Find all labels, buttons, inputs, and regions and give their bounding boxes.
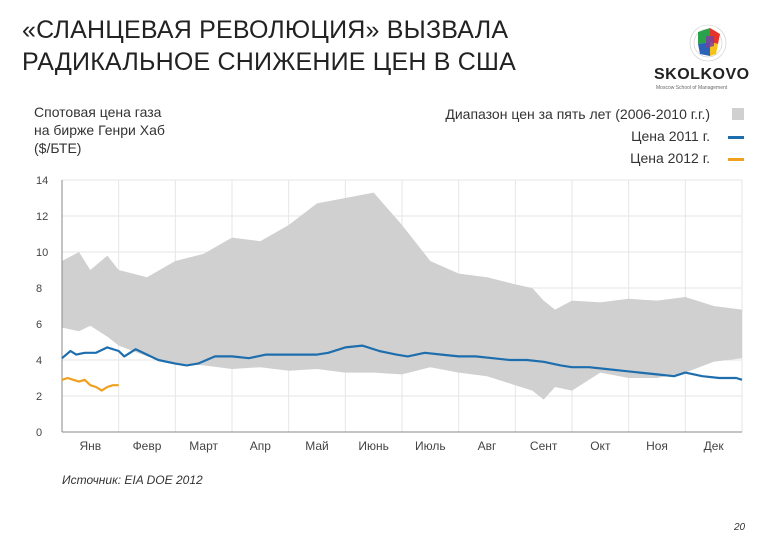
y-tick-label: 0 bbox=[36, 427, 42, 439]
x-tick-label: Авг bbox=[478, 439, 497, 453]
x-tick-label: Июль bbox=[415, 439, 446, 453]
logo-text: SKOLKOVO bbox=[654, 66, 750, 83]
chart-title-line-1: Спотовая цена газа bbox=[34, 104, 162, 120]
y-tick-label: 6 bbox=[36, 319, 42, 331]
series-range-band bbox=[62, 192, 742, 400]
legend-item-2012: Цена 2012 г. bbox=[410, 148, 750, 170]
chart-title-line-2: на бирже Генри Хаб bbox=[34, 122, 165, 138]
chart-title: Спотовая цена газа на бирже Генри Хаб ($… bbox=[34, 103, 234, 157]
y-tick-label: 10 bbox=[36, 247, 48, 259]
legend-label-range: Диапазон цен за пять лет (2006-2010 г.г.… bbox=[445, 106, 710, 122]
x-tick-label: Ноя bbox=[646, 439, 668, 453]
page-number: 20 bbox=[734, 522, 746, 533]
series-2012-line bbox=[61, 376, 119, 392]
legend-label-2012: Цена 2012 г. bbox=[630, 150, 710, 166]
y-tick-label: 12 bbox=[36, 211, 48, 223]
y-tick-label: 14 bbox=[36, 175, 48, 187]
chart-legend: Диапазон цен за пять лет (2006-2010 г.г.… bbox=[410, 104, 750, 170]
slide-title: «СЛАНЦЕВАЯ РЕВОЛЮЦИЯ» ВЫЗВАЛА РАДИКАЛЬНО… bbox=[22, 14, 622, 78]
x-tick-label: Май bbox=[305, 439, 329, 453]
slide-title-line-2: РАДИКАЛЬНОЕ СНИЖЕНИЕ ЦЕН В США bbox=[22, 48, 517, 76]
y-tick-label: 8 bbox=[36, 283, 42, 295]
chart-title-line-3: ($/БТЕ) bbox=[34, 140, 82, 156]
legend-swatch-range bbox=[732, 108, 744, 120]
x-tick-label: Февр bbox=[133, 439, 162, 453]
x-tick-label: Сент bbox=[530, 439, 558, 453]
x-tick-label: Дек bbox=[704, 439, 725, 453]
x-tick-label: Янв bbox=[79, 439, 101, 453]
slide-title-line-1: «СЛАНЦЕВАЯ РЕВОЛЮЦИЯ» ВЫЗВАЛА bbox=[22, 16, 509, 44]
y-tick-label: 2 bbox=[36, 391, 42, 403]
x-tick-label: Апр bbox=[250, 439, 272, 453]
legend-item-2011: Цена 2011 г. bbox=[410, 126, 750, 148]
y-tick-label: 4 bbox=[36, 355, 42, 367]
legend-item-range: Диапазон цен за пять лет (2006-2010 г.г.… bbox=[410, 104, 750, 126]
legend-label-2011: Цена 2011 г. bbox=[631, 128, 710, 144]
source-note: Источник: EIA DOE 2012 bbox=[62, 473, 203, 487]
series-2011-line bbox=[61, 344, 743, 381]
legend-swatch-2011 bbox=[728, 136, 744, 139]
gas-price-chart: 0 2 4 6 8 10 12 14 Янв Февр Март Апр Май Июнь Июль Авг С… bbox=[36, 175, 743, 453]
legend-swatch-2012 bbox=[728, 158, 744, 161]
logo-cube-icon bbox=[689, 24, 727, 62]
skolkovo-logo: SKOLKOVO Moscow School of Management bbox=[648, 22, 766, 102]
logo-subtext: Moscow School of Management bbox=[656, 85, 728, 91]
x-tick-label: Март bbox=[189, 439, 218, 453]
x-tick-label: Окт bbox=[590, 439, 611, 453]
x-tick-label: Июнь bbox=[358, 439, 389, 453]
